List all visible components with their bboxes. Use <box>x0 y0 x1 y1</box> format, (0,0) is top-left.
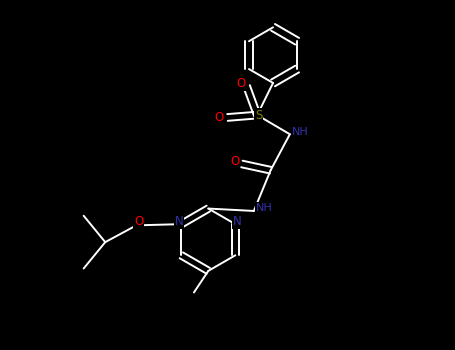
Text: O: O <box>134 215 143 228</box>
Text: N: N <box>175 215 183 228</box>
Text: S: S <box>255 108 263 121</box>
Text: NH: NH <box>292 127 309 137</box>
Text: O: O <box>230 155 239 168</box>
Text: NH: NH <box>256 203 273 212</box>
Text: N: N <box>233 215 242 228</box>
Text: O: O <box>236 77 246 90</box>
Text: O: O <box>214 111 223 124</box>
